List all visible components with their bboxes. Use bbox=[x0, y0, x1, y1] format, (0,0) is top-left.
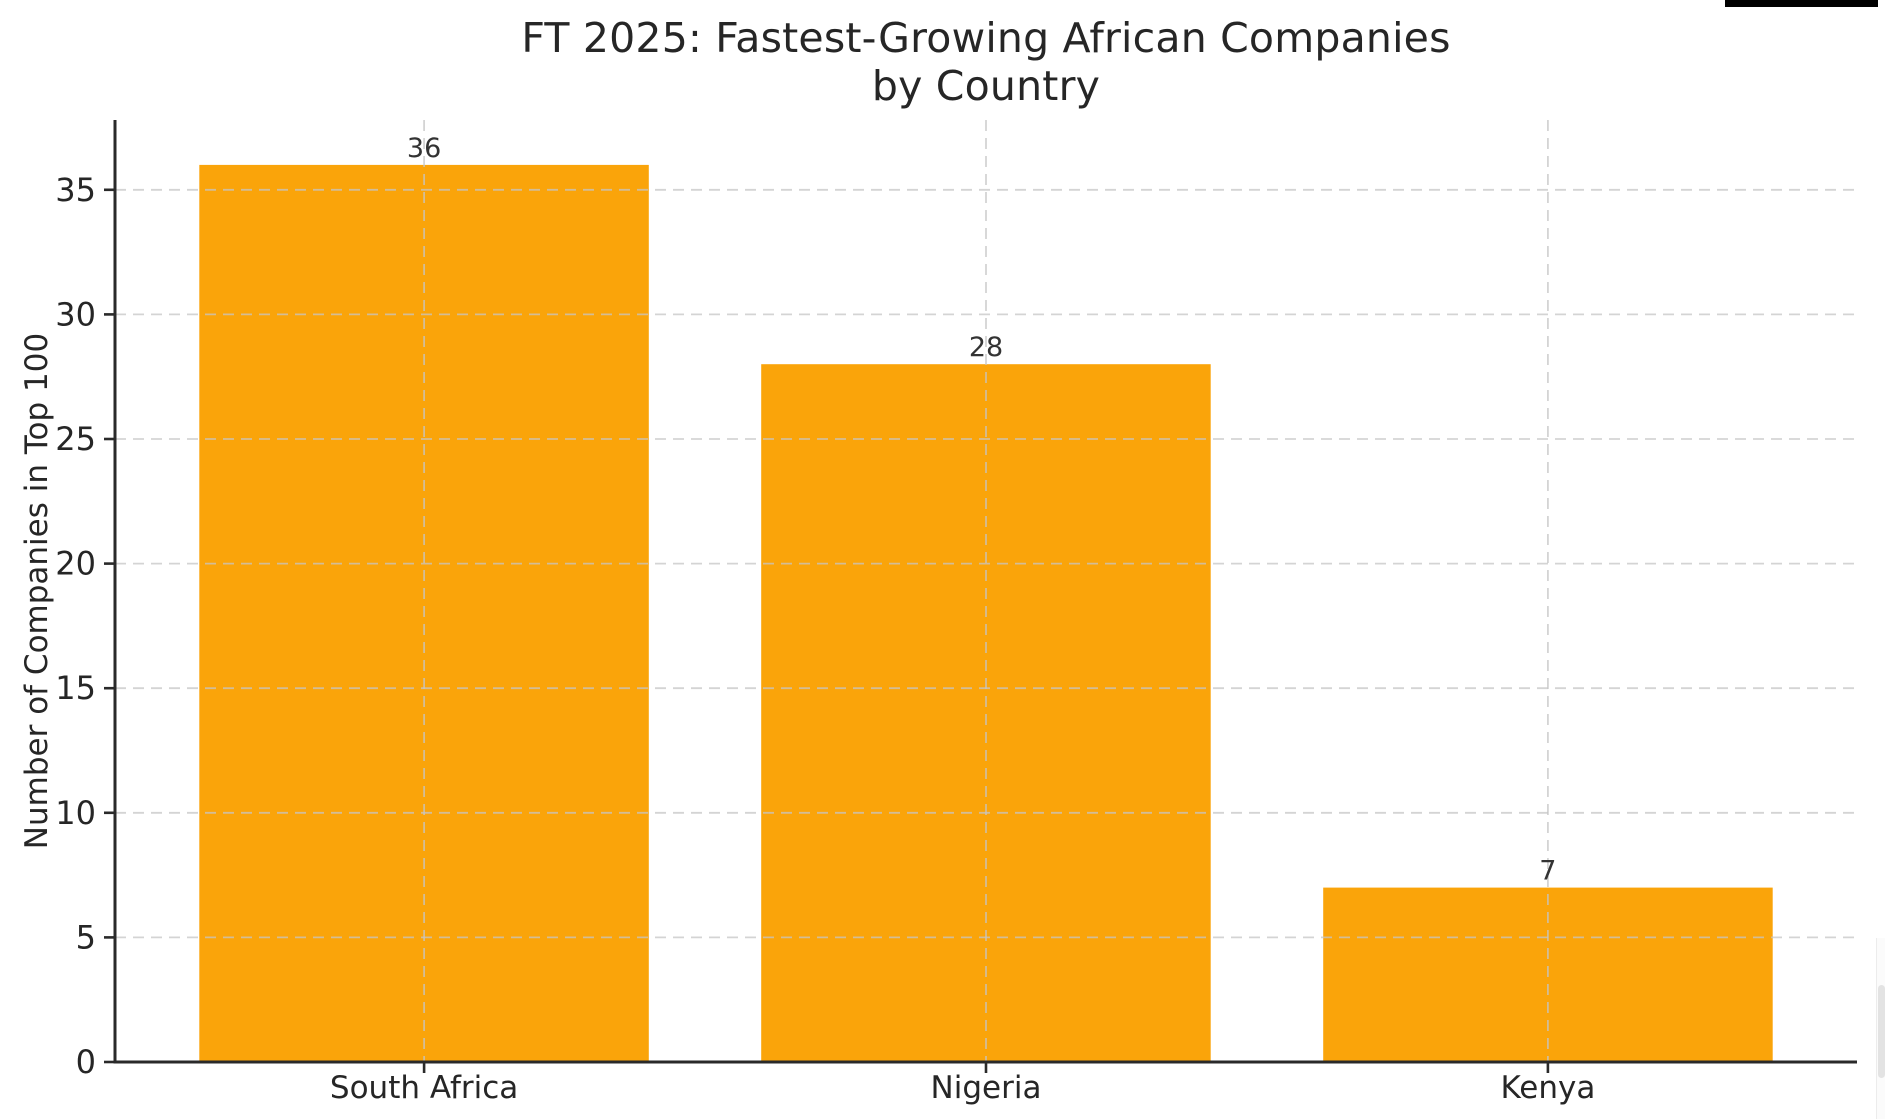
bar-value-label: 36 bbox=[407, 133, 441, 164]
y-tick-label: 15 bbox=[55, 669, 96, 707]
chart-title-line2: by Country bbox=[871, 62, 1101, 110]
y-tick-label: 0 bbox=[76, 1043, 96, 1081]
x-tick-label: South Africa bbox=[330, 1070, 518, 1106]
chart-title-line1: FT 2025: Fastest-Growing African Compani… bbox=[521, 14, 1451, 62]
bar-value-label: 7 bbox=[1539, 856, 1556, 887]
y-tick-label: 35 bbox=[55, 171, 96, 209]
bar-value-label: 28 bbox=[969, 332, 1003, 363]
scrollbar-thumb[interactable] bbox=[1878, 985, 1885, 1078]
y-tick-label: 5 bbox=[76, 918, 96, 956]
scrollbar-track bbox=[1876, 938, 1885, 1119]
y-tick-label: 30 bbox=[55, 295, 96, 333]
y-tick-label: 25 bbox=[55, 420, 96, 458]
y-tick-label: 10 bbox=[55, 794, 96, 832]
y-tick-label: 20 bbox=[55, 545, 96, 583]
x-tick-label: Kenya bbox=[1500, 1070, 1595, 1106]
x-tick-label: Nigeria bbox=[931, 1070, 1042, 1106]
chart-title: FT 2025: Fastest-Growing African Compani… bbox=[115, 14, 1857, 110]
window-chrome-fragment bbox=[1725, 0, 1878, 7]
